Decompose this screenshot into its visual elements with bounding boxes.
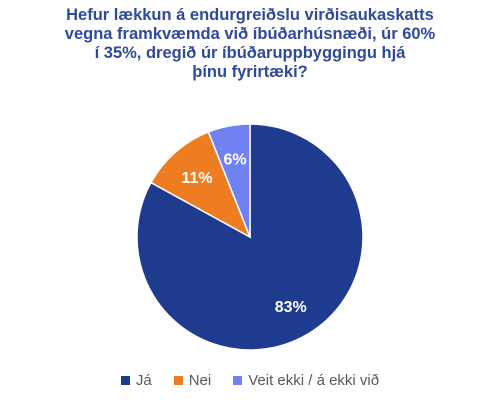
legend-swatch-veit-ekki bbox=[233, 376, 243, 385]
legend-label-ja: Já bbox=[135, 372, 152, 389]
chart-title: Hefur lækkun á endurgreiðslu virðisaukas… bbox=[0, 6, 500, 82]
legend-label-veit-ekki: Veit ekki / á ekki við bbox=[248, 372, 380, 389]
legend-item-veit-ekki: Veit ekki / á ekki við bbox=[233, 372, 379, 389]
data-label-ja: 83% bbox=[275, 299, 307, 316]
pie-slice-nei bbox=[149, 130, 252, 239]
legend-item-nei: Nei bbox=[173, 372, 212, 389]
chart-legend: Já Nei Veit ekki / á ekki við bbox=[0, 372, 500, 389]
chart-title-line-2: vegna framkvæmda við íbúðarhúsnæði, úr 6… bbox=[64, 25, 436, 43]
data-label-veit-ekki: 6% bbox=[223, 151, 246, 168]
chart-title-line-1: Hefur lækkun á endurgreiðslu virðisaukas… bbox=[66, 6, 434, 24]
legend-swatch-ja bbox=[120, 376, 130, 385]
chart-title-line-3: í 35%, dregið úr íbúðaruppbyggingu hjá bbox=[94, 44, 406, 62]
legend-item-ja: Já bbox=[120, 372, 152, 389]
chart-title-line-4: þínu fyrirtæki? bbox=[192, 63, 308, 81]
legend-label-nei: Nei bbox=[188, 372, 212, 389]
legend-swatch-nei bbox=[173, 376, 183, 385]
data-label-nei: 11% bbox=[182, 170, 213, 187]
pie-slice-veit-ekki bbox=[207, 123, 251, 238]
